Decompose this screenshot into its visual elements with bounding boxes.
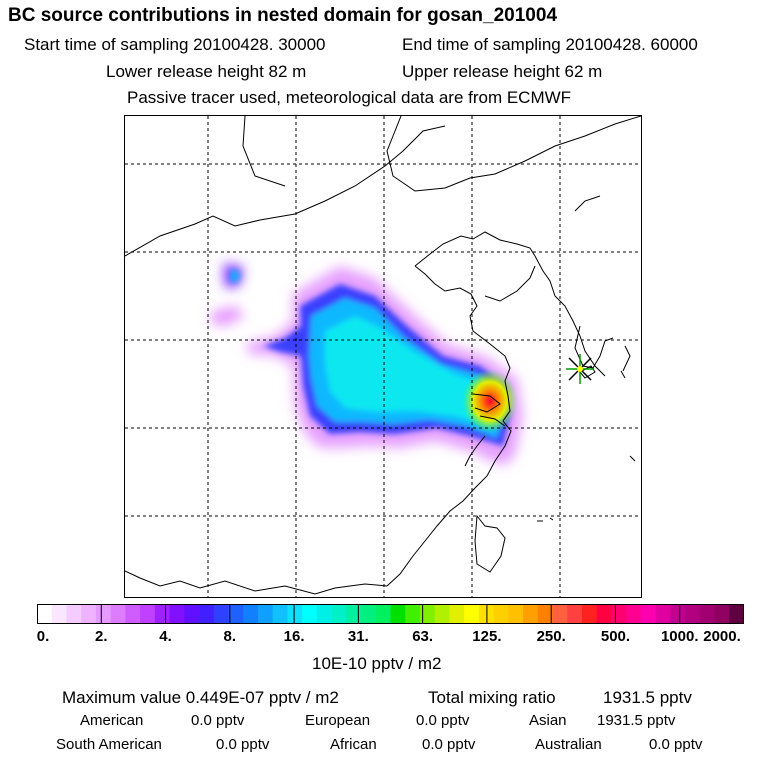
region-value: 0.0 pptv (216, 736, 270, 753)
colorbar-swatch (390, 604, 406, 624)
colorbar-swatch (537, 604, 554, 624)
colorbar-swatch (243, 604, 259, 624)
colorbar-swatch (685, 604, 701, 624)
colorbar-swatch (405, 604, 421, 624)
total-mixing-label: Total mixing ratio (428, 688, 556, 707)
colorbar-swatch (493, 604, 509, 624)
footprint-map (125, 116, 641, 597)
colorbar-tick-label: 500. (600, 628, 631, 645)
colorbar-tick-label: 2. (95, 628, 108, 645)
colorbar-tick-label: 0. (36, 628, 50, 645)
colorbar-swatch (626, 604, 642, 624)
colorbar-tick-label: 8. (223, 628, 237, 645)
colorbar-swatch (699, 604, 716, 624)
colorbar-swatch (508, 604, 524, 624)
plume-peak (462, 369, 518, 433)
region-name: African (330, 736, 377, 753)
colorbar-swatch (581, 604, 598, 624)
colorbar-tick-label: 63. (412, 628, 434, 645)
colorbar-swatch (272, 604, 288, 624)
colorbar-swatch (434, 604, 450, 624)
colorbar-swatch (655, 604, 671, 624)
colorbar-swatch (184, 604, 200, 624)
colorbar-tick-label: 16. (283, 628, 305, 645)
total-mixing-value: 1931.5 pptv (603, 688, 692, 707)
colorbar-swatch (640, 604, 657, 624)
colorbar-swatch (523, 604, 539, 624)
start-time-label: Start time of sampling 20100428. 30000 (24, 35, 326, 54)
colorbar-swatch (567, 604, 583, 624)
region-name: American (80, 712, 144, 729)
colorbar-swatch (66, 604, 82, 624)
region-value: 1931.5 pptv (597, 712, 676, 729)
colorbar (37, 604, 744, 624)
colorbar-swatch (316, 604, 333, 624)
colorbar-swatch (287, 604, 303, 624)
receptor-marker (566, 354, 594, 384)
colorbar-swatch (464, 604, 480, 624)
colorbar-swatch (257, 604, 274, 624)
upper-release-label: Upper release height 62 m (402, 62, 603, 81)
colorbar-swatch (714, 604, 730, 624)
colorbar-border (37, 604, 744, 624)
colorbar-swatch (95, 604, 112, 624)
colorbar-swatch (81, 604, 97, 624)
colorbar-swatch (375, 604, 391, 624)
colorbar-tick-label: 250. (536, 628, 566, 645)
region-name: European (305, 712, 371, 729)
colorbar-tick-label: 4. (159, 628, 172, 645)
colorbar-swatch (552, 604, 568, 624)
colorbar-swatch (449, 604, 465, 624)
colorbar-swatch (419, 604, 436, 624)
colorbar-swatch (125, 604, 141, 624)
map-panel (124, 115, 642, 598)
colorbar-swatch (596, 604, 612, 624)
colorbar-swatch (670, 604, 686, 624)
colorbar-swatch (346, 604, 362, 624)
colorbar-swatch (213, 604, 229, 624)
colorbar-swatch (361, 604, 377, 624)
region-value: 0.0 pptv (422, 736, 476, 753)
colorbar-swatch (154, 604, 171, 624)
colorbar-tick-label: 31. (347, 628, 369, 645)
tracer-note: Passive tracer used, meteorological data… (127, 88, 572, 107)
colorbar-swatch (302, 604, 318, 624)
colorbar-units: 10E-10 pptv / m2 (312, 654, 442, 673)
colorbar-swatch (51, 604, 67, 624)
region-name: Australian (535, 736, 602, 753)
colorbar-swatch (228, 604, 244, 624)
colorbar-swatch (37, 604, 53, 624)
region-value: 0.0 pptv (416, 712, 470, 729)
colorbar-swatch (169, 604, 185, 624)
lower-release-label: Lower release height 82 m (106, 62, 307, 81)
coastlines (125, 116, 641, 595)
colorbar-tick-label: 125. (472, 628, 502, 645)
graticule (125, 116, 641, 597)
region-name: South American (56, 736, 162, 753)
region-value: 0.0 pptv (649, 736, 703, 753)
max-value-label: Maximum value 0.449E-07 pptv / m2 (62, 688, 339, 707)
colorbar-swatch (199, 604, 215, 624)
colorbar-tick-label: 1000. (660, 628, 699, 645)
plume-mid (230, 269, 510, 446)
colorbar-swatch (611, 604, 627, 624)
region-name: Asian (529, 712, 567, 729)
end-time-label: End time of sampling 20100428. 60000 (402, 35, 698, 54)
colorbar-swatch (729, 604, 744, 624)
region-value: 0.0 pptv (191, 712, 245, 729)
chart-title: BC source contributions in nested domain… (8, 5, 558, 26)
colorbar-swatch (331, 604, 347, 624)
colorbar-tick-label: 2000. (703, 628, 741, 645)
colorbar-swatch (110, 604, 126, 624)
colorbar-swatch (140, 604, 156, 624)
